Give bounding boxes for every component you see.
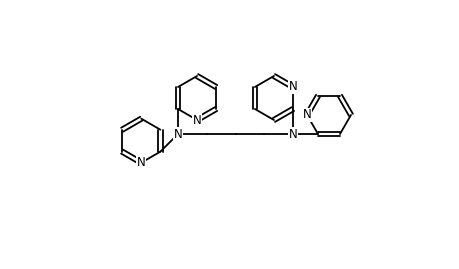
Text: N: N (137, 156, 146, 169)
Text: N: N (289, 128, 297, 140)
Text: N: N (289, 80, 297, 94)
Text: N: N (174, 128, 182, 140)
Text: N: N (193, 114, 202, 126)
Text: N: N (302, 108, 311, 121)
